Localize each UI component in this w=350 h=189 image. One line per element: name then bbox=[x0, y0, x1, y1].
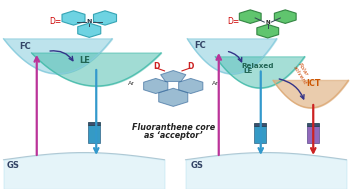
Text: Ar: Ar bbox=[212, 81, 219, 86]
Text: LE: LE bbox=[243, 68, 253, 74]
Text: Fluoranthene core: Fluoranthene core bbox=[132, 123, 215, 132]
FancyBboxPatch shape bbox=[254, 123, 266, 126]
FancyBboxPatch shape bbox=[307, 126, 318, 143]
Text: as ‘acceptor’: as ‘acceptor’ bbox=[144, 131, 203, 140]
Text: D: D bbox=[187, 62, 193, 71]
Polygon shape bbox=[257, 24, 279, 38]
Polygon shape bbox=[144, 78, 168, 94]
Polygon shape bbox=[239, 10, 261, 23]
Text: ICT: ICT bbox=[306, 79, 321, 88]
Polygon shape bbox=[93, 11, 117, 25]
Polygon shape bbox=[78, 23, 101, 37]
FancyBboxPatch shape bbox=[307, 123, 318, 126]
Text: FC: FC bbox=[19, 42, 31, 51]
Text: D=: D= bbox=[228, 17, 240, 26]
Text: GS: GS bbox=[191, 161, 204, 170]
Polygon shape bbox=[274, 10, 296, 23]
Text: GS: GS bbox=[6, 161, 19, 170]
Text: FC: FC bbox=[194, 41, 206, 50]
FancyBboxPatch shape bbox=[88, 122, 100, 125]
Polygon shape bbox=[161, 70, 186, 81]
Text: N: N bbox=[265, 20, 270, 25]
FancyBboxPatch shape bbox=[88, 125, 100, 143]
Text: Relaxed: Relaxed bbox=[241, 63, 274, 69]
Text: LE: LE bbox=[79, 56, 90, 65]
Polygon shape bbox=[62, 11, 85, 25]
Text: D=: D= bbox=[49, 17, 61, 26]
Text: N: N bbox=[86, 19, 92, 24]
Polygon shape bbox=[178, 78, 203, 94]
Text: Polar
solvent: Polar solvent bbox=[292, 61, 313, 85]
FancyBboxPatch shape bbox=[254, 126, 266, 143]
Text: D: D bbox=[153, 62, 160, 71]
Polygon shape bbox=[159, 88, 188, 106]
Text: Ar: Ar bbox=[128, 81, 135, 86]
